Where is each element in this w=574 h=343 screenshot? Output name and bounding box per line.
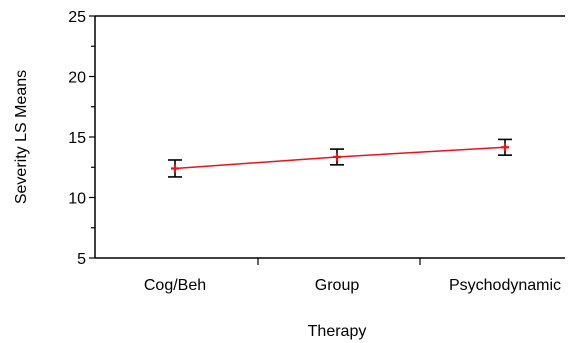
y-tick-label: 15 xyxy=(68,130,86,147)
x-tick-label: Psychodynamic xyxy=(449,277,561,294)
y-tick-label: 25 xyxy=(68,9,86,26)
x-axis-title: Therapy xyxy=(308,323,367,340)
y-tick-label: 10 xyxy=(68,191,86,208)
x-tick-label: Group xyxy=(315,277,360,294)
y-tick-label: 5 xyxy=(77,251,86,268)
y-tick-label: 20 xyxy=(68,70,86,87)
x-tick-label: Cog/Beh xyxy=(144,277,206,294)
y-axis-title: Severity LS Means xyxy=(13,70,30,204)
plot-marks xyxy=(168,138,512,178)
axes: 5 10 15 20 25 Cog/Beh Group Psychodynamic xyxy=(68,9,565,294)
